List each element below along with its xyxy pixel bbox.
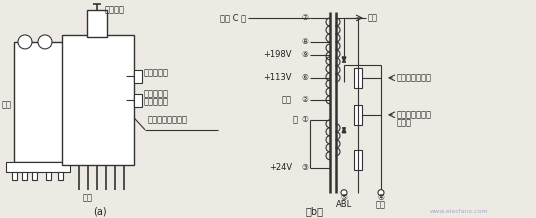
Bar	[32, 172, 37, 180]
Circle shape	[38, 35, 52, 49]
Text: (a): (a)	[93, 207, 107, 217]
Text: 调加速极电压的: 调加速极电压的	[397, 110, 432, 119]
Polygon shape	[342, 128, 346, 133]
Text: +113V: +113V	[264, 73, 292, 82]
Text: +24V: +24V	[269, 163, 292, 172]
Bar	[14, 42, 64, 162]
Text: （b）: （b）	[306, 207, 324, 217]
Text: 调整电位器: 调整电位器	[144, 97, 169, 106]
Bar	[12, 172, 17, 180]
Text: 地: 地	[293, 115, 298, 124]
Text: ④: ④	[377, 193, 384, 202]
Circle shape	[18, 35, 32, 49]
Bar	[46, 172, 51, 180]
Bar	[87, 10, 107, 37]
Bar	[134, 70, 142, 83]
Text: ⑨: ⑨	[301, 50, 308, 59]
Text: 电位器: 电位器	[397, 118, 412, 127]
Text: ⑧: ⑧	[301, 37, 308, 46]
Bar	[22, 172, 27, 180]
Bar	[134, 94, 142, 107]
Text: +198V: +198V	[264, 50, 292, 59]
Text: 聚焦电压输出引线: 聚焦电压输出引线	[148, 115, 188, 124]
Text: 接地: 接地	[376, 200, 386, 209]
Bar	[354, 105, 362, 125]
Text: ③: ③	[301, 163, 308, 172]
Bar	[354, 68, 362, 88]
Text: 引脚: 引脚	[83, 193, 93, 202]
Text: 聚焦电位器: 聚焦电位器	[144, 68, 169, 77]
Bar	[62, 35, 134, 165]
Text: 高压: 高压	[368, 14, 378, 22]
Bar	[354, 150, 362, 170]
Text: 线圈: 线圈	[2, 100, 12, 109]
Text: ⑦: ⑦	[301, 14, 308, 22]
Text: ABL: ABL	[336, 200, 352, 209]
Text: ②: ②	[301, 95, 308, 104]
Bar	[58, 172, 63, 180]
Text: www.elecfans.com: www.elecfans.com	[430, 209, 488, 214]
Text: ①: ①	[301, 115, 308, 124]
Text: ⑥: ⑥	[301, 73, 308, 82]
Text: 高压引线: 高压引线	[105, 5, 125, 14]
Text: 灯丝: 灯丝	[282, 95, 292, 104]
Text: ⑤: ⑤	[340, 193, 347, 202]
Circle shape	[341, 190, 347, 196]
Circle shape	[378, 190, 384, 196]
Bar	[6, 162, 70, 172]
Text: 调聚焦的电位器: 调聚焦的电位器	[397, 73, 432, 82]
Text: 加速极电压: 加速极电压	[144, 89, 169, 98]
Text: 行管 C 极: 行管 C 极	[220, 14, 246, 22]
Polygon shape	[342, 57, 346, 62]
